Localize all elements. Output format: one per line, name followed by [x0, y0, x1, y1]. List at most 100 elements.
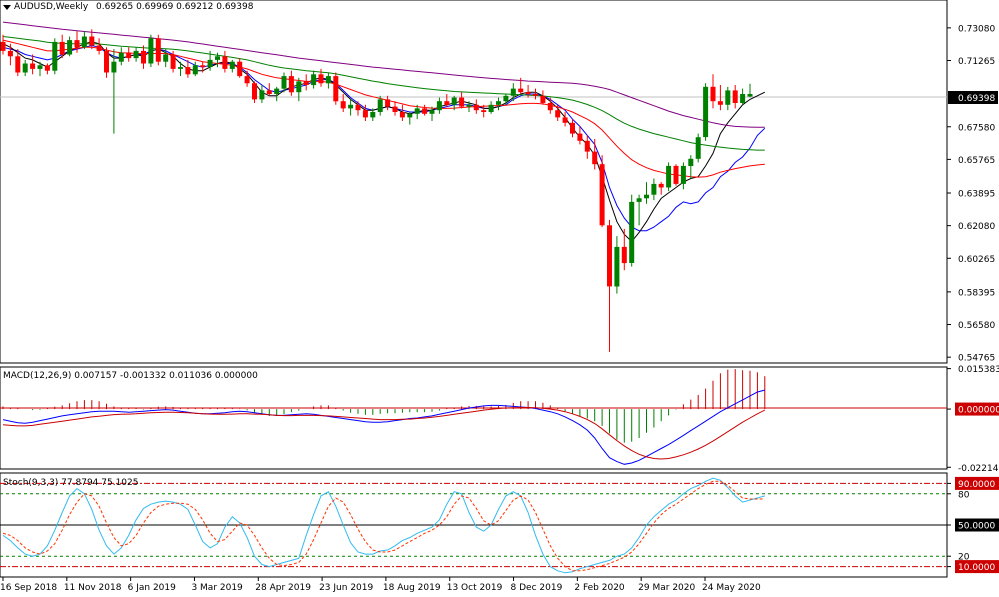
- candle-body: [629, 201, 635, 263]
- price-axis: 0.73080 0.71265 0.67580 0.65765 0.63895 0.620…: [947, 24, 995, 364]
- price-pane-frame: [0, 0, 948, 364]
- candle-body: [67, 40, 73, 55]
- candle-body: [81, 36, 87, 48]
- candle-body: [607, 225, 612, 287]
- price-tick-label: 0.62080: [958, 222, 995, 232]
- candle-body: [111, 61, 117, 73]
- time-tick-label: 24 May 2020: [702, 583, 761, 593]
- stochastic-label: Stoch(9,3,3) 77.8794 75.1025: [3, 478, 138, 488]
- candle-body: [325, 76, 331, 84]
- candle-body: [192, 65, 198, 75]
- stochastic-pane: Stoch(9,3,3) 77.8794 75.1025: [0, 472, 948, 578]
- candle-body: [570, 122, 575, 134]
- candle-body: [555, 110, 561, 118]
- time-tick-label: 29 Mar 2020: [638, 583, 695, 593]
- candle-body: [673, 165, 679, 184]
- price-tick-label: 0.56580: [958, 321, 995, 331]
- candle-body: [658, 183, 664, 188]
- candle-body: [96, 45, 102, 51]
- price-tick-label: 0.65765: [958, 156, 995, 166]
- candle-body: [118, 52, 124, 62]
- candle-body: [52, 41, 58, 71]
- candle-body: [59, 41, 65, 55]
- candle-body: [355, 104, 361, 111]
- candle-body: [207, 59, 213, 68]
- candle-body: [141, 50, 146, 64]
- candle-body: [385, 99, 391, 107]
- price-pane: AUDUSD,Weekly 0.69265 0.69969 0.69212 0.…: [0, 0, 948, 364]
- candle-body: [44, 65, 50, 71]
- candle-body: [725, 90, 731, 105]
- candle-body: [695, 137, 701, 159]
- stochastic-tick-label: 20: [958, 553, 970, 563]
- macd-label: MACD(12,26,9) 0.007157 -0.001332 0.01103…: [3, 371, 258, 381]
- stochastic-level-tag-box: [955, 476, 999, 490]
- stochastic-level-tag-value: 10.0000: [958, 563, 995, 573]
- price-tick-label: 0.63895: [958, 190, 995, 200]
- candle-body: [666, 165, 672, 188]
- candle-body: [644, 194, 649, 199]
- candle-body: [222, 56, 228, 69]
- time-tick-label: 16 Sep 2018: [0, 583, 57, 593]
- stochastic-level-tag-value: 90.0000: [958, 480, 995, 490]
- candle-body: [252, 83, 257, 100]
- stochastic-level-tag-value: 50.0000: [958, 522, 995, 532]
- time-tick-label: 11 Nov 2018: [64, 583, 122, 593]
- candle-body: [577, 133, 583, 141]
- candle-body: [104, 50, 109, 73]
- candle-body: [584, 140, 590, 152]
- price-tick-label: 0.73080: [958, 24, 995, 34]
- candle-body: [311, 74, 317, 86]
- time-tick-label: 13 Oct 2019: [447, 583, 503, 593]
- macd-tick-label: -0.022141: [958, 464, 999, 474]
- candle-body: [621, 246, 627, 264]
- macd-pane: MACD(12,26,9) 0.007157 -0.001332 0.01103…: [0, 366, 948, 470]
- moving-average-line-4: [2, 36, 765, 151]
- candle-body: [229, 61, 235, 69]
- candle-body: [717, 101, 723, 105]
- stochastic-level-tag-box: [955, 560, 999, 574]
- stochastic-lines: [2, 477, 765, 574]
- candle-body: [703, 86, 709, 138]
- time-tick-label: 6 Jan 2019: [128, 583, 176, 593]
- candle-body: [266, 90, 272, 94]
- macd-histogram: [2, 369, 766, 443]
- candle-body: [747, 94, 753, 97]
- candle-body: [473, 104, 479, 111]
- candle-body: [614, 246, 620, 287]
- candle-body: [636, 198, 642, 202]
- candle-body: [414, 108, 420, 114]
- stochastic-signal-line: [2, 480, 765, 572]
- candle-body: [503, 95, 509, 102]
- price-tick-label: 0.71265: [958, 57, 995, 67]
- dropdown-arrow-icon[interactable]: [3, 5, 11, 10]
- candle-body: [377, 99, 383, 112]
- candle-body: [407, 113, 413, 118]
- candle-body: [185, 67, 191, 75]
- candle-body: [7, 50, 13, 57]
- ohlc-values: 0.69265 0.69969 0.69212 0.69398: [96, 2, 254, 12]
- candle-body: [296, 81, 302, 93]
- candle-body: [288, 76, 294, 93]
- candle-body: [170, 54, 176, 69]
- candle-body: [496, 101, 501, 105]
- candle-body: [30, 63, 36, 69]
- symbol-timeframe: AUDUSD,Weekly: [14, 2, 89, 12]
- time-tick-label: 8 Dec 2019: [511, 583, 563, 593]
- moving-average-line-5: [2, 21, 765, 128]
- candle-body: [525, 92, 531, 94]
- time-tick-label: 18 Aug 2019: [383, 583, 441, 593]
- candle-body: [237, 61, 243, 77]
- macd-signal-line: [2, 407, 766, 460]
- macd-tick-label: 0.015383: [958, 365, 999, 375]
- candle-body: [562, 117, 568, 123]
- candle-body: [89, 36, 95, 46]
- candle-body: [429, 110, 435, 114]
- candle-body: [688, 158, 694, 166]
- candle-body: [200, 65, 206, 68]
- candle-body: [155, 38, 161, 62]
- price-tick-label: 0.58395: [958, 288, 995, 298]
- price-tick-label: 0.67580: [958, 123, 995, 133]
- candle-body: [651, 183, 657, 195]
